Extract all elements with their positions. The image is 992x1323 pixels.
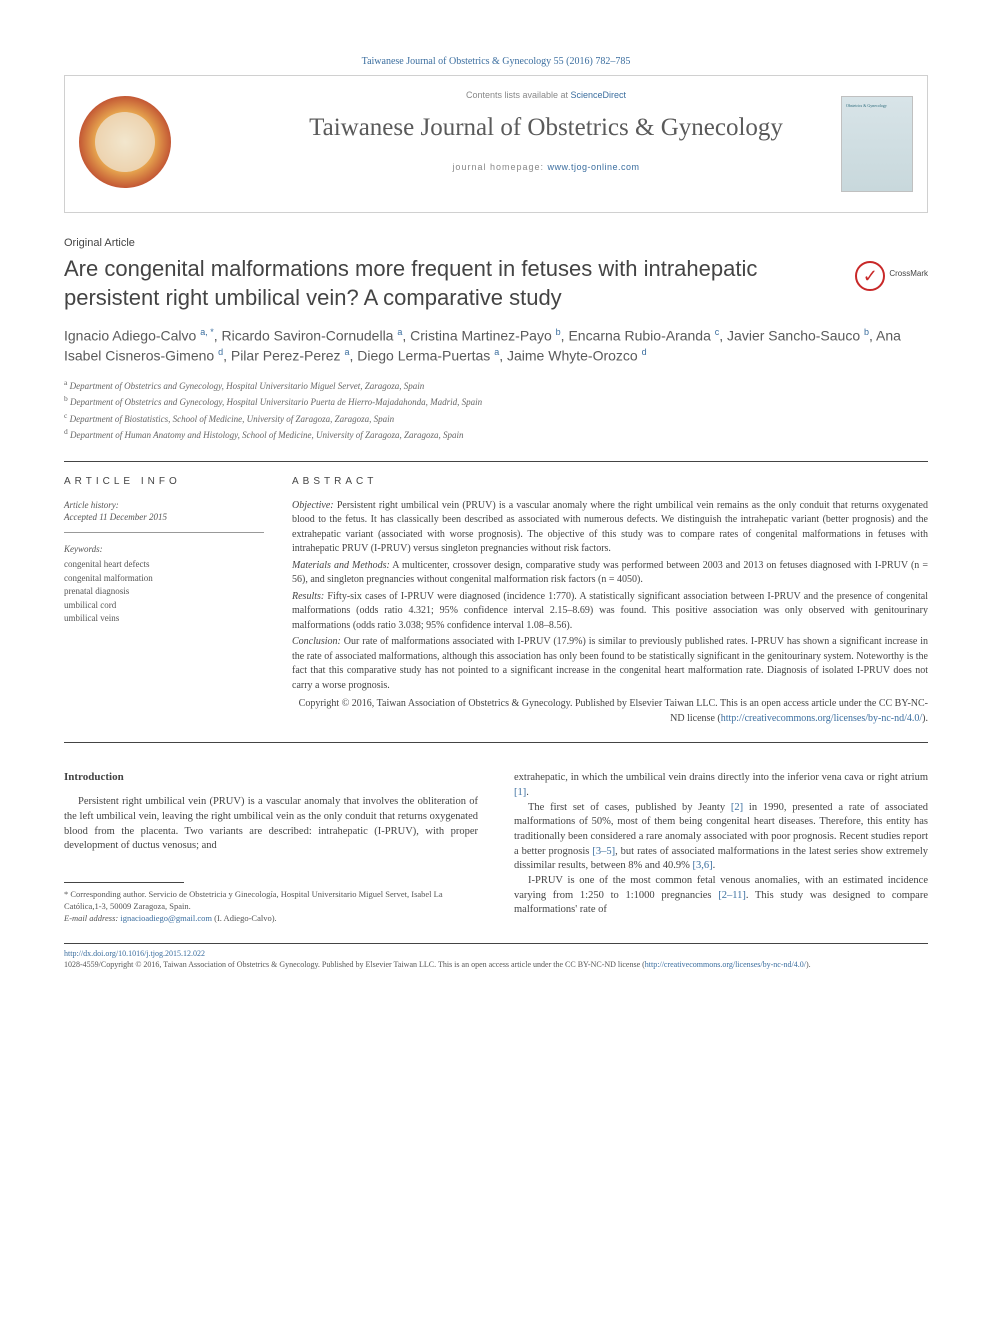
ref-link[interactable]: [3,6]	[692, 860, 712, 871]
header-citation: Taiwanese Journal of Obstetrics & Gyneco…	[64, 56, 928, 67]
contents-available: Contents lists available at ScienceDirec…	[183, 90, 909, 100]
crossmark-icon[interactable]: ✓	[855, 261, 885, 291]
keyword-item: prenatal diagnosis	[64, 585, 264, 599]
col2-paragraph-1: extrahepatic, in which the umbilical vei…	[514, 771, 928, 800]
conclusion-label: Conclusion:	[292, 636, 341, 647]
corresponding-author-footnote: * Corresponding author. Servicio de Obst…	[64, 889, 478, 925]
footnote-separator	[64, 882, 184, 883]
body-column-left: Introduction Persistent right umbilical …	[64, 771, 478, 924]
sciencedirect-link[interactable]: ScienceDirect	[571, 90, 627, 100]
conclusion-text: Our rate of malformations associated wit…	[292, 636, 928, 691]
abstract-body: Objective: Persistent right umbilical ve…	[292, 499, 928, 727]
homepage-link[interactable]: www.tjog-online.com	[548, 162, 640, 172]
contents-text: Contents lists available at	[466, 90, 571, 100]
page-footer: http://dx.doi.org/10.1016/j.tjog.2015.12…	[64, 948, 928, 970]
results-label: Results:	[292, 591, 324, 602]
article-type: Original Article	[64, 237, 928, 249]
article-title: Are congenital malformations more freque…	[64, 255, 824, 312]
affiliations: a Department of Obstetrics and Gynecolog…	[64, 377, 928, 443]
ref-link[interactable]: [3–5]	[592, 846, 615, 857]
history-label: Article history:	[64, 500, 119, 510]
email-label: E-mail address:	[64, 913, 118, 923]
objective-label: Objective:	[292, 500, 334, 511]
keywords-block: Keywords: congenital heart defectscongen…	[64, 543, 264, 626]
body-column-right: extrahepatic, in which the umbilical vei…	[514, 771, 928, 924]
crossmark-label: CrossMark	[889, 269, 928, 278]
author-list: Ignacio Adiego-Calvo a, *, Ricardo Savir…	[64, 326, 928, 367]
article-info-column: ARTICLE INFO Article history: Accepted 1…	[64, 476, 264, 729]
ref-link[interactable]: [2–11]	[718, 890, 746, 901]
journal-header-box: Contents lists available at ScienceDirec…	[64, 75, 928, 213]
ref-link[interactable]: [2]	[731, 802, 743, 813]
col2-paragraph-3: I-PRUV is one of the most common fetal v…	[514, 874, 928, 918]
doi-link[interactable]: http://dx.doi.org/10.1016/j.tjog.2015.12…	[64, 949, 205, 958]
keyword-item: umbilical cord	[64, 599, 264, 613]
journal-cover-thumb: Obstetrics & Gynecology	[841, 96, 913, 192]
homepage-label: journal homepage:	[452, 162, 547, 172]
footer-license-link[interactable]: http://creativecommons.org/licenses/by-n…	[645, 960, 806, 969]
abstract-copyright: Copyright © 2016, Taiwan Association of …	[292, 697, 928, 726]
abstract-column: ABSTRACT Objective: Persistent right umb…	[292, 476, 928, 729]
keywords-label: Keywords:	[64, 543, 264, 557]
article-info-header: ARTICLE INFO	[64, 476, 264, 487]
results-text: Fifty-six cases of I-PRUV were diagnosed…	[292, 591, 928, 631]
journal-homepage: journal homepage: www.tjog-online.com	[183, 162, 909, 172]
keyword-item: umbilical veins	[64, 612, 264, 626]
keyword-item: congenital heart defects	[64, 558, 264, 572]
keyword-item: congenital malformation	[64, 572, 264, 586]
journal-name: Taiwanese Journal of Obstetrics & Gyneco…	[183, 114, 909, 142]
objective-text: Persistent right umbilical vein (PRUV) i…	[292, 500, 928, 555]
history-date: Accepted 11 December 2015	[64, 512, 167, 522]
col2-paragraph-2: The first set of cases, published by Jea…	[514, 801, 928, 874]
license-link[interactable]: http://creativecommons.org/licenses/by-n…	[721, 713, 922, 724]
intro-paragraph-1: Persistent right umbilical vein (PRUV) i…	[64, 795, 478, 854]
footer-separator	[64, 943, 928, 944]
email-link[interactable]: ignacioadiego@gmail.com	[120, 913, 212, 923]
society-logo	[79, 96, 171, 188]
introduction-heading: Introduction	[64, 771, 478, 783]
ref-link[interactable]: [1]	[514, 787, 526, 798]
abstract-header: ABSTRACT	[292, 476, 928, 487]
methods-label: Materials and Methods:	[292, 560, 390, 571]
article-history: Article history: Accepted 11 December 20…	[64, 499, 264, 533]
